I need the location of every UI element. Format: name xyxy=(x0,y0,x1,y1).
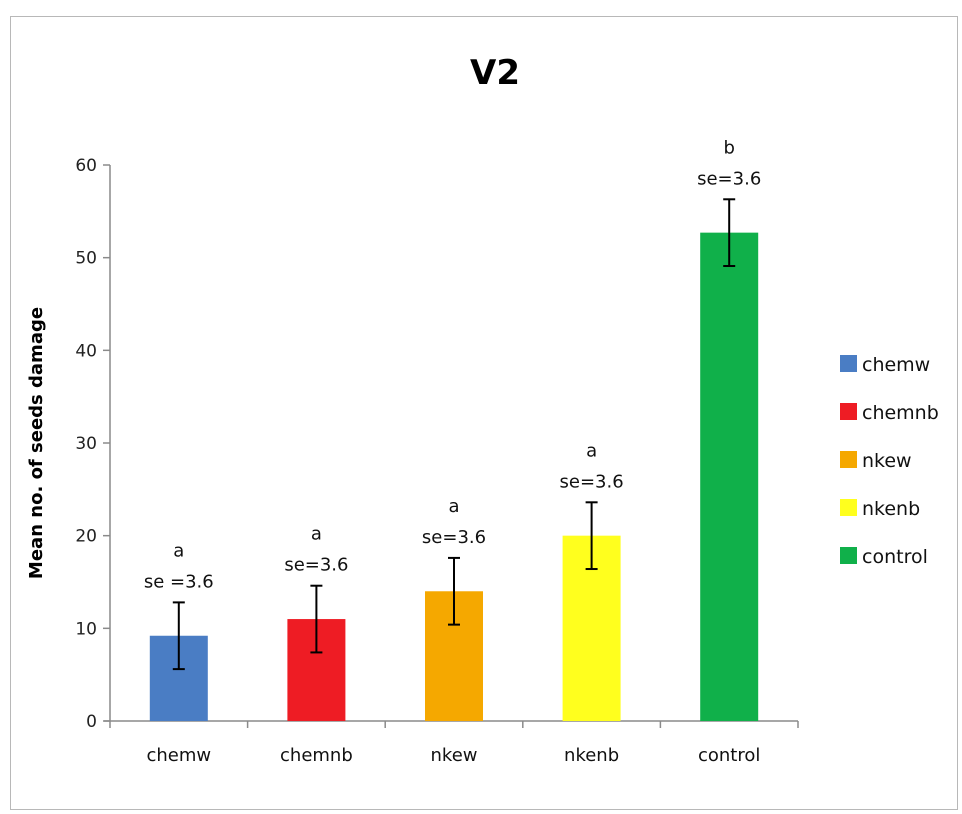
legend-label: chemw xyxy=(862,354,930,376)
legend-label: control xyxy=(862,546,928,568)
legend-label: nkew xyxy=(862,450,912,472)
bar-control xyxy=(700,232,759,721)
se-label: se =3.6 xyxy=(144,571,214,592)
legend: chemw chemnb nkew nkenb control xyxy=(840,354,939,568)
legend-swatch xyxy=(840,403,857,420)
x-tick-label: chemnb xyxy=(280,745,353,766)
x-tick-label: control xyxy=(698,745,760,766)
x-tick-label: nkenb xyxy=(564,745,619,766)
y-tick-label: 60 xyxy=(75,156,97,176)
se-label: se=3.6 xyxy=(422,527,486,548)
y-tick-label: 40 xyxy=(75,341,97,361)
significance-letter: a xyxy=(173,540,184,561)
legend-label: chemnb xyxy=(862,402,939,424)
significance-letter: a xyxy=(586,440,597,461)
se-label: se=3.6 xyxy=(697,168,761,189)
y-tick-label: 50 xyxy=(75,249,97,269)
se-label: se=3.6 xyxy=(560,471,624,492)
y-tick-label: 10 xyxy=(75,619,97,639)
y-tick-label: 30 xyxy=(75,434,97,454)
legend-swatch xyxy=(840,355,857,372)
significance-letter: a xyxy=(448,496,459,517)
y-tick-label: 0 xyxy=(86,712,97,732)
y-tick-label: 20 xyxy=(75,527,97,547)
chart-title: V2 xyxy=(470,53,520,93)
bars: se =3.6 a se=3.6 a se=3.6 a se=3.6 a se=3.6 b xyxy=(144,137,761,721)
significance-letter: a xyxy=(311,524,322,545)
se-label: se=3.6 xyxy=(284,555,348,576)
axes: 0 10 20 30 40 50 60 chemw chemnb nkew nkenb control xyxy=(75,156,799,766)
legend-swatch xyxy=(840,451,857,468)
x-tick-label: nkew xyxy=(431,745,478,766)
x-tick-label: chemw xyxy=(146,745,211,766)
legend-swatch xyxy=(840,547,857,564)
significance-letter: b xyxy=(723,137,734,158)
y-axis-label: Mean no. of seeds damage xyxy=(26,307,47,579)
legend-swatch xyxy=(840,499,857,516)
legend-label: nkenb xyxy=(862,498,920,520)
